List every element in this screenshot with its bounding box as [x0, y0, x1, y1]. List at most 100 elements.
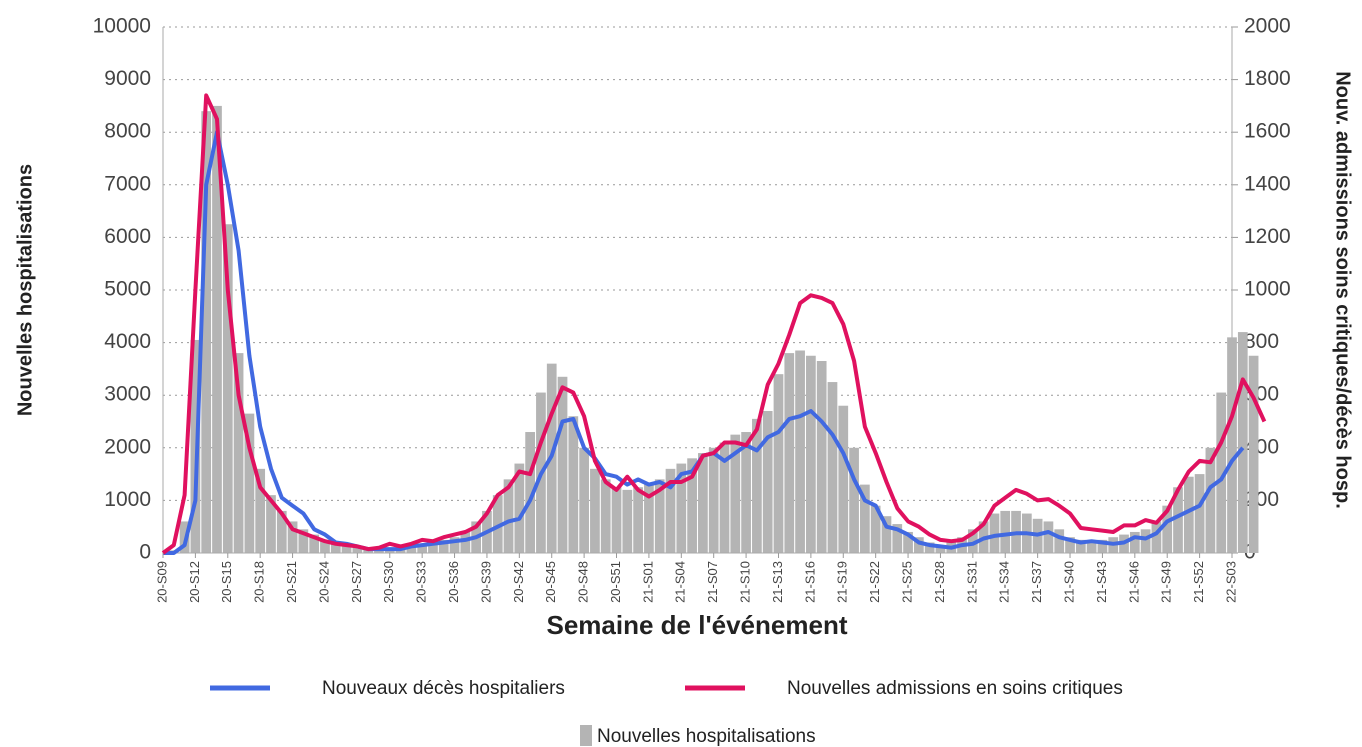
x-tick-label: 21-S31 [964, 561, 979, 603]
x-tick-label: 22-S03 [1223, 561, 1238, 603]
x-tick-label: 21-S07 [705, 561, 720, 603]
bar [849, 447, 859, 553]
bar [212, 105, 222, 554]
bar [406, 545, 417, 553]
bar [590, 468, 600, 553]
bar [568, 416, 579, 553]
bar [233, 353, 244, 553]
y-tick-label: 6000 [104, 225, 151, 248]
y-tick-label: 8000 [104, 120, 151, 143]
x-tick-label: 21-S01 [640, 561, 655, 603]
bar [1043, 521, 1054, 553]
y2-tick-label: 1600 [1244, 120, 1291, 143]
bar [827, 382, 838, 553]
bar [1075, 539, 1086, 553]
y2-tick-label: 2000 [1244, 15, 1291, 38]
bar [741, 432, 751, 553]
x-tick-label: 21-S22 [867, 561, 882, 603]
bar [287, 521, 298, 553]
bar [913, 537, 924, 553]
bar [492, 495, 503, 553]
x-tick-label: 21-S52 [1191, 561, 1206, 603]
y-tick-label: 9000 [104, 67, 151, 90]
x-tick-label: 20-S21 [284, 561, 299, 603]
bar [935, 545, 946, 553]
bar [1129, 531, 1140, 553]
bar [255, 468, 266, 553]
bar [633, 487, 643, 553]
bar [276, 510, 287, 553]
bar [730, 434, 741, 553]
x-tick-label: 21-S34 [997, 561, 1012, 603]
x-tick-label: 21-S46 [1126, 561, 1141, 603]
bar [762, 410, 773, 553]
y-tick-label: 1000 [104, 488, 151, 511]
legend-label: Nouvelles hospitalisations [597, 726, 816, 747]
bar [1086, 542, 1097, 553]
bar [1227, 337, 1237, 553]
line [161, 93, 1267, 555]
legend-label: Nouveaux décès hospitaliers [322, 678, 565, 699]
x-tick-label: 21-S40 [1061, 561, 1076, 603]
bar [924, 542, 935, 553]
bar [687, 458, 697, 553]
x-tick-label: 20-S33 [414, 561, 429, 603]
x-tick-label: 21-S16 [802, 561, 817, 603]
bar [967, 529, 978, 553]
x-tick-label: 20-S45 [543, 561, 558, 603]
bar [1065, 537, 1075, 553]
bar [1216, 392, 1227, 553]
bar [1140, 529, 1151, 553]
bar [644, 484, 654, 553]
bar [600, 479, 611, 553]
x-tick-label: 20-S39 [478, 561, 493, 603]
bar [1000, 510, 1011, 553]
bar [698, 453, 708, 553]
bar [428, 542, 438, 553]
bar [838, 405, 849, 553]
bar [320, 539, 330, 553]
x-tick-label: 20-S15 [219, 561, 234, 603]
bar [417, 543, 428, 553]
bar [752, 418, 762, 553]
bar [870, 505, 881, 553]
y2-tick-label: 800 [1244, 330, 1279, 353]
bar [1248, 355, 1259, 553]
y-tick-label: 4000 [104, 330, 151, 353]
x-tick-label: 21-S37 [1029, 561, 1044, 603]
bar [1183, 476, 1194, 553]
bar [654, 479, 665, 553]
y-tick-label: 3000 [104, 383, 151, 406]
x-tick-label: 21-S19 [835, 561, 850, 603]
bar [881, 516, 892, 553]
bar [460, 531, 471, 553]
bar [816, 361, 827, 553]
bar [438, 539, 449, 553]
x-tick-label: 20-S27 [349, 561, 364, 603]
bar [784, 353, 795, 553]
bar [244, 413, 255, 553]
bar [1205, 447, 1216, 553]
bar [579, 447, 589, 553]
bar [201, 111, 212, 553]
y2-tick-label: 1000 [1244, 278, 1291, 301]
y-tick-label: 2000 [104, 435, 151, 458]
bar [1173, 487, 1183, 553]
x-tick-label: 20-S18 [252, 561, 267, 603]
y-tick-label: 5000 [104, 278, 151, 301]
bar [557, 376, 568, 553]
y2-axis-title: Nouv. admissions soins critiques/décès h… [1332, 71, 1354, 509]
x-tick-label: 21-S28 [932, 561, 947, 603]
x-tick-label: 21-S49 [1159, 561, 1174, 603]
x-tick-label: 20-S24 [316, 561, 331, 603]
x-tick-label: 20-S48 [576, 561, 591, 603]
bar [1237, 332, 1248, 553]
y2-tick-label: 1200 [1244, 225, 1291, 248]
y-axis-title: Nouvelles hospitalisations [14, 164, 36, 416]
bar [795, 350, 805, 553]
bar [309, 534, 320, 553]
bar [903, 531, 913, 553]
x-tick-label: 21-S13 [770, 561, 785, 603]
bar [449, 537, 460, 553]
